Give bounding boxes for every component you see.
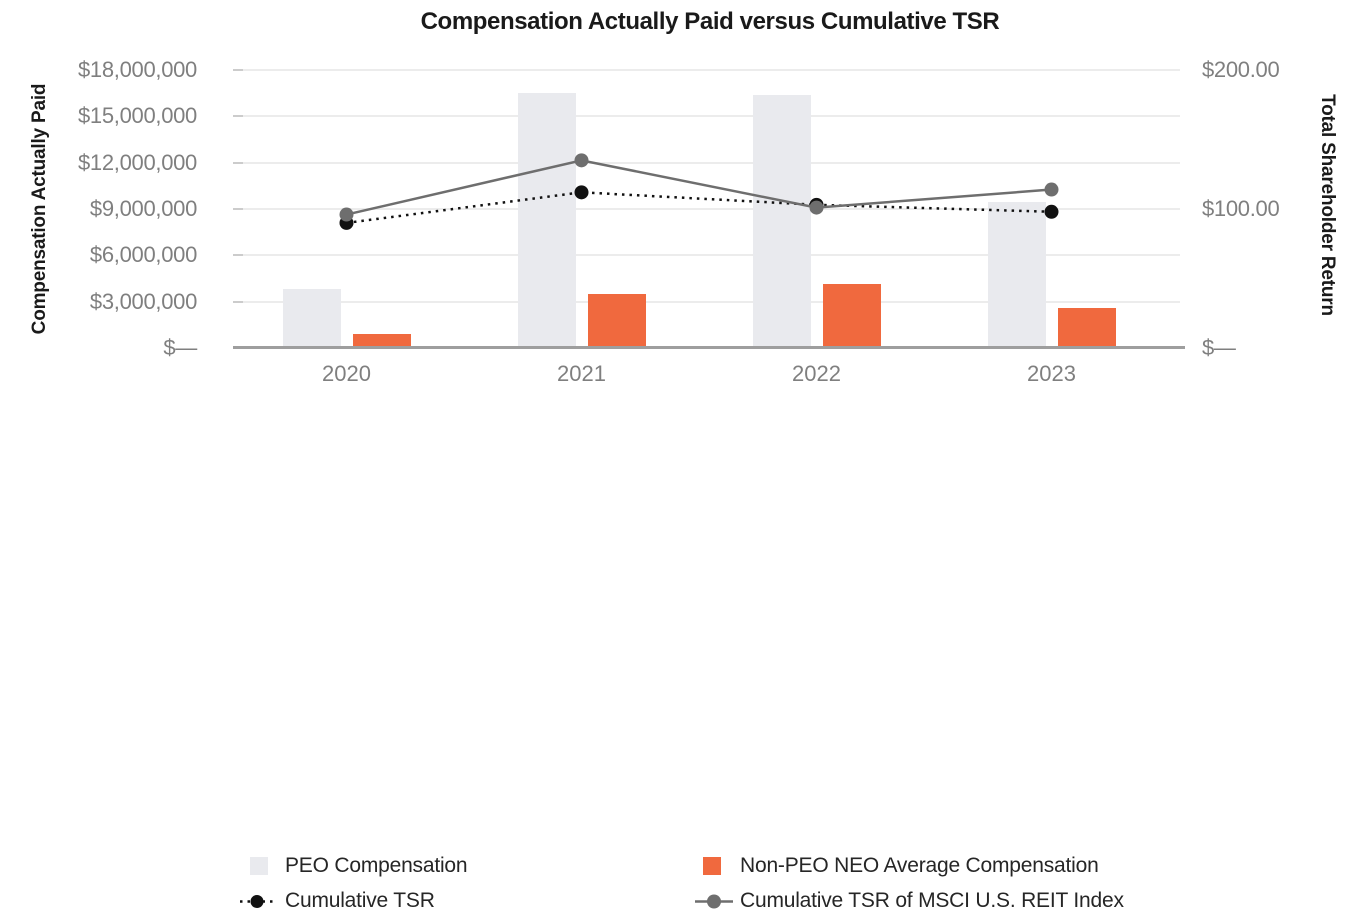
msci-reit-index-point-2022 bbox=[809, 200, 824, 215]
legend-item-non-peo-neo-average-compensation: Non-PEO NEO Average Compensation bbox=[703, 854, 1099, 877]
left-axis-tick bbox=[233, 115, 243, 118]
non-peo-compensation-bar-2021 bbox=[587, 293, 646, 348]
legend-item-cumulative-tsr-msci-reit-index: Cumulative TSR of MSCI U.S. REIT Index bbox=[695, 889, 1124, 912]
left-axis-tick bbox=[233, 161, 243, 164]
non-peo-compensation-bar-2022 bbox=[822, 283, 881, 348]
dotted-line-marker-icon bbox=[240, 894, 276, 908]
plot-area bbox=[233, 69, 1185, 349]
non-peo-compensation-bar-2023 bbox=[1057, 307, 1116, 348]
cumulative-tsr-point-2023 bbox=[1044, 204, 1059, 219]
right-axis-tick-labels: $200.00 $100.00 $— bbox=[1202, 0, 1352, 520]
legend-label: Cumulative TSR of MSCI U.S. REIT Index bbox=[740, 889, 1124, 912]
left-axis-tick-labels: $18,000,000 $15,000,000 $12,000,000 $9,000,… bbox=[0, 0, 197, 520]
msci-reit-index-point-2023 bbox=[1044, 182, 1059, 197]
gridline bbox=[240, 208, 1180, 210]
left-axis-tick bbox=[233, 69, 243, 71]
left-axis-tick-label: $3,000,000 bbox=[89, 288, 197, 314]
left-axis-tick-label: $18,000,000 bbox=[77, 57, 197, 82]
chart-title: Compensation Actually Paid versus Cumula… bbox=[420, 8, 1000, 35]
legend: PEO Compensation Non-PEO NEO Average Com… bbox=[0, 420, 1360, 912]
solid-line-marker-icon bbox=[695, 894, 733, 908]
legend-label: Non-PEO NEO Average Compensation bbox=[740, 854, 1099, 877]
right-axis-tick-label: $— bbox=[1202, 335, 1236, 360]
right-axis-tick-label: $200.00 bbox=[1202, 57, 1280, 82]
gridline bbox=[240, 115, 1180, 118]
x-axis-label-2022: 2022 bbox=[792, 361, 841, 386]
gridline bbox=[240, 254, 1180, 257]
left-axis-tick bbox=[233, 300, 243, 303]
legend-item-cumulative-tsr: Cumulative TSR bbox=[240, 889, 435, 912]
right-axis-tick-label: $100.00 bbox=[1202, 196, 1280, 221]
msci-reit-index-point-2021 bbox=[574, 153, 589, 168]
left-axis-tick bbox=[233, 208, 243, 210]
legend-item-peo-compensation: PEO Compensation bbox=[250, 854, 468, 877]
peo-compensation-bar-2021 bbox=[517, 93, 576, 348]
tsr-lines-layer bbox=[339, 153, 1059, 230]
left-axis-tick-label: $15,000,000 bbox=[77, 103, 197, 129]
gridline bbox=[240, 69, 1180, 71]
peo-compensation-bar-2023 bbox=[987, 202, 1046, 348]
msci-reit-index-line bbox=[346, 159, 1052, 216]
left-axis-tick-label: $12,000,000 bbox=[77, 149, 197, 175]
msci-reit-index-point-2020 bbox=[339, 207, 354, 222]
x-axis-label-2021: 2021 bbox=[557, 361, 606, 386]
x-axis-labels: 2020 2021 2022 2023 bbox=[240, 362, 1180, 392]
peo-compensation-swatch-icon bbox=[250, 857, 268, 875]
legend-label: PEO Compensation bbox=[285, 854, 468, 877]
non-peo-compensation-swatch-icon bbox=[703, 857, 721, 875]
left-axis-tick-label: $9,000,000 bbox=[89, 196, 197, 221]
peo-compensation-bar-2020 bbox=[282, 289, 341, 348]
left-axis-tick bbox=[233, 254, 243, 257]
x-axis-line bbox=[233, 346, 1185, 349]
x-axis-label-2023: 2023 bbox=[1027, 361, 1076, 386]
gridline bbox=[240, 300, 1180, 303]
left-axis-tick-label: $6,000,000 bbox=[89, 242, 197, 268]
cumulative-tsr-point-2021 bbox=[574, 185, 589, 200]
cumulative-tsr-line bbox=[346, 191, 1052, 225]
non-peo-compensation-bar-2020 bbox=[352, 334, 411, 348]
legend-label: Cumulative TSR bbox=[285, 889, 435, 912]
peo-compensation-bar-2022 bbox=[752, 95, 811, 348]
left-axis-tick-label: $— bbox=[163, 335, 197, 360]
gridline bbox=[240, 161, 1180, 164]
x-axis-label-2020: 2020 bbox=[322, 361, 371, 386]
